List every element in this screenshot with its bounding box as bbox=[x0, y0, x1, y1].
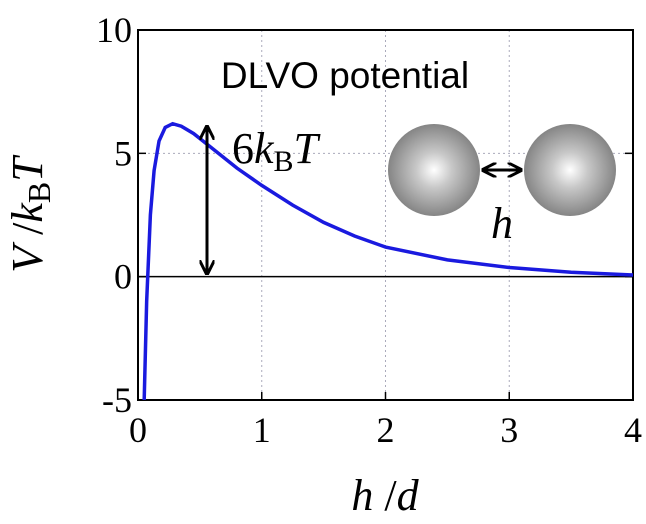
x-tick-label: 0 bbox=[129, 410, 147, 450]
x-tick-label: 4 bbox=[624, 410, 642, 450]
particle bbox=[388, 124, 480, 216]
y-tick-label: -5 bbox=[102, 380, 132, 420]
y-label-part: / bbox=[3, 222, 52, 246]
gap-label: h bbox=[491, 199, 513, 248]
grid bbox=[138, 30, 633, 400]
y-label-part: V bbox=[3, 241, 52, 273]
x-axis-label: h /d bbox=[351, 471, 419, 520]
x-label-part: h bbox=[351, 471, 373, 520]
arrow-label-part: k bbox=[254, 124, 275, 173]
x-tick-label: 1 bbox=[253, 410, 271, 450]
y-axis-label: V /kBT bbox=[3, 154, 57, 273]
particle bbox=[524, 124, 616, 216]
arrow-label-part: T bbox=[294, 124, 322, 173]
x-tick-label: 3 bbox=[500, 410, 518, 450]
y-tick-label: 0 bbox=[114, 257, 132, 297]
arrow-label-part: B bbox=[274, 145, 294, 178]
chart-title: DLVO potential bbox=[221, 55, 469, 96]
arrow-label: 6kBT bbox=[232, 124, 322, 178]
y-tick-label: 5 bbox=[114, 133, 132, 173]
y-tick-label: 10 bbox=[96, 10, 132, 50]
y-label-part: k bbox=[3, 202, 52, 223]
y-label-part: B bbox=[21, 182, 57, 203]
arrow-label-part: 6 bbox=[232, 124, 254, 173]
data-line bbox=[142, 121, 634, 401]
y-label-part: T bbox=[3, 154, 52, 182]
x-tick-label: 2 bbox=[377, 410, 395, 450]
plot-frame bbox=[137, 29, 634, 401]
x-label-part: d bbox=[397, 471, 420, 520]
x-label-part: / bbox=[373, 471, 397, 520]
